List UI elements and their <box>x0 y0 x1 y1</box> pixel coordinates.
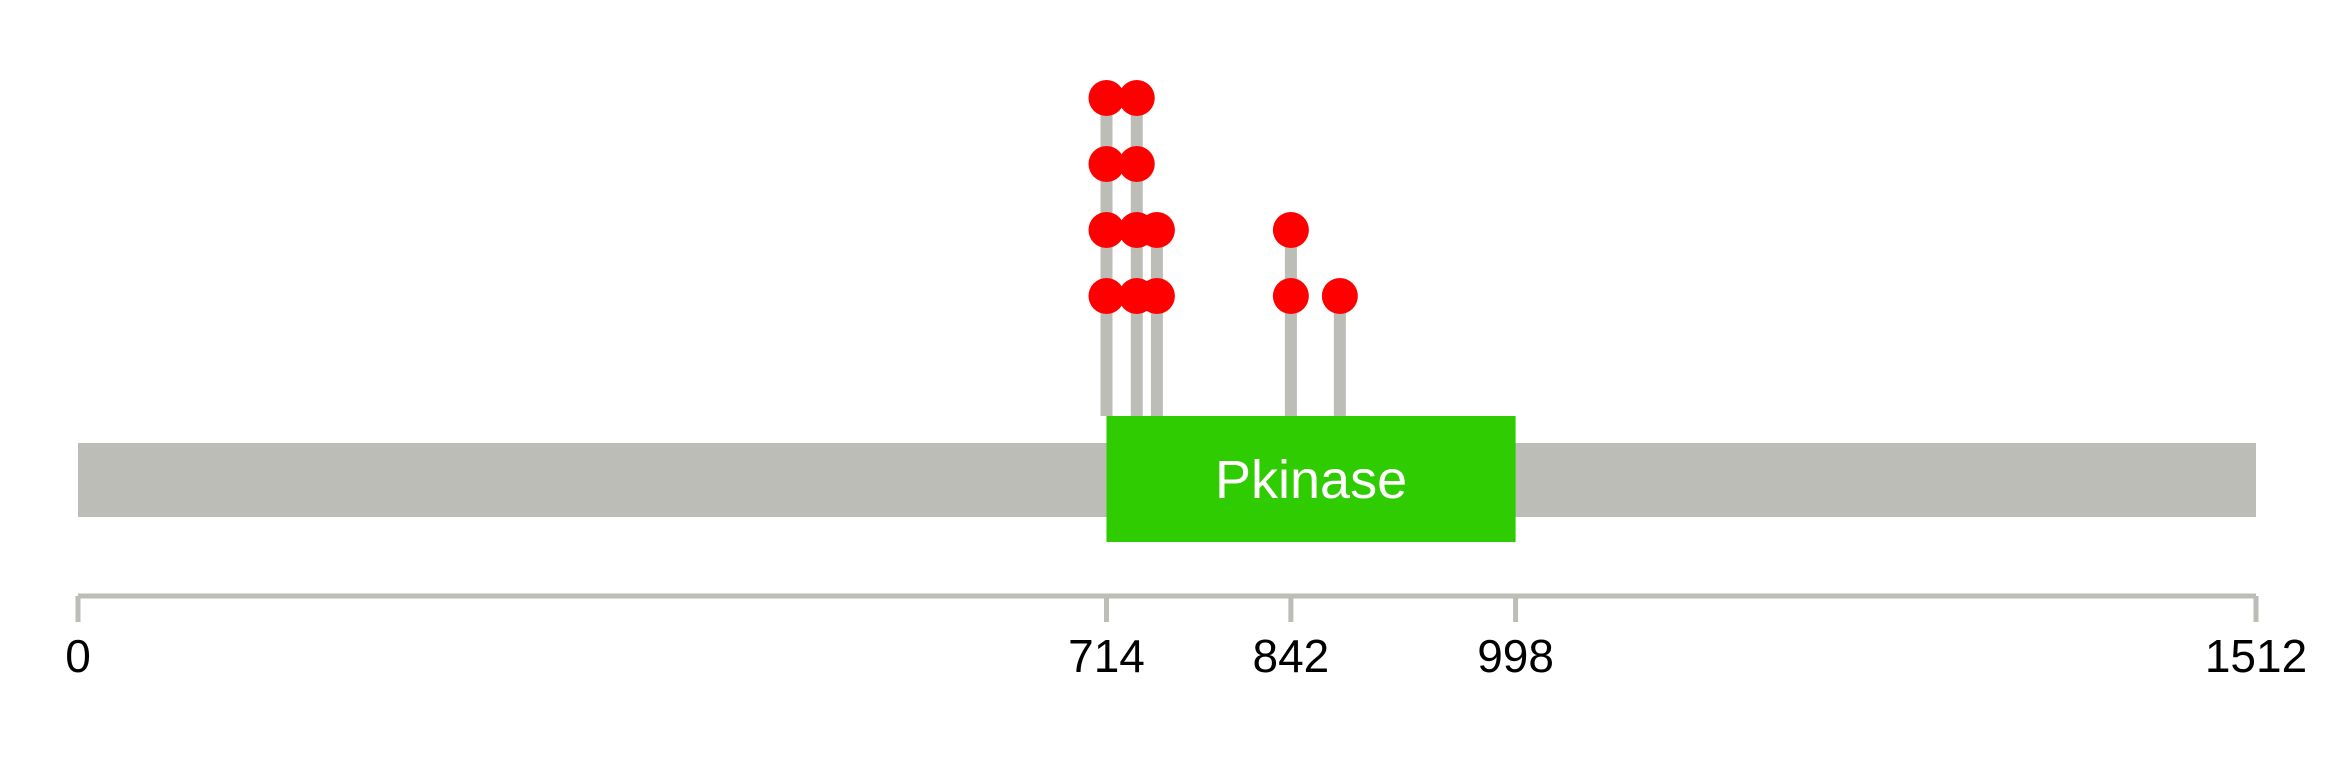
mutation-dot <box>1088 80 1125 116</box>
domain-label: Pkinase <box>1215 450 1407 510</box>
mutation-dots <box>1088 80 1358 314</box>
domain-box <box>1106 416 1516 542</box>
mutation-dot <box>1272 278 1309 314</box>
tick-label: 1512 <box>2205 630 2307 682</box>
mutation-dot <box>1118 80 1155 116</box>
tick-label: 0 <box>65 630 91 682</box>
domains: Pkinase <box>1106 416 1516 542</box>
tick-label: 998 <box>1477 630 1554 682</box>
mutation-dot <box>1321 278 1358 314</box>
mutation-dot <box>1118 146 1155 182</box>
mutation-dot <box>1138 212 1175 248</box>
tick-label: 714 <box>1068 630 1145 682</box>
mutation-dot <box>1088 278 1125 314</box>
mutation-dot <box>1138 278 1175 314</box>
tick-label: 842 <box>1253 630 1330 682</box>
mutation-dot <box>1088 212 1125 248</box>
mutation-stems <box>1100 98 1346 416</box>
mutation-dot <box>1088 146 1125 182</box>
mutation-dot <box>1272 212 1309 248</box>
position-axis: 0 714 842 998 1512 <box>65 593 2307 682</box>
